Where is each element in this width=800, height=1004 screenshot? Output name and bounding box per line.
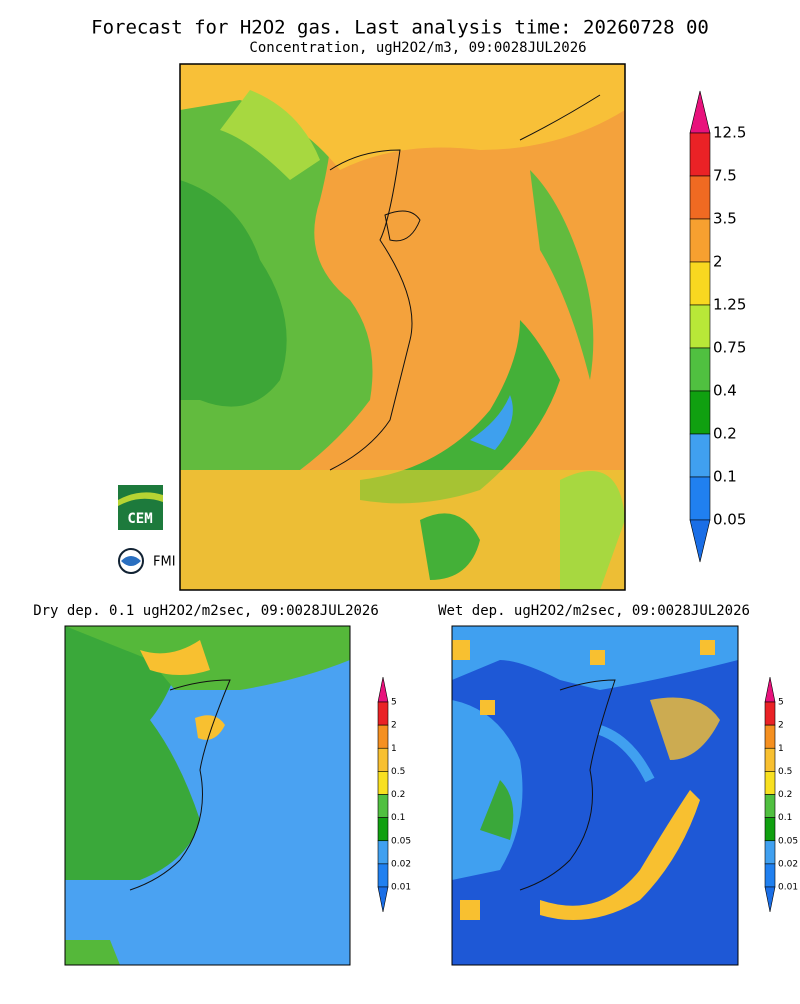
title: Forecast for H2O2 gas. Last analysis tim…	[91, 17, 709, 39]
colorbar-segment	[377, 724, 389, 749]
colorbar-segment	[689, 433, 711, 478]
colorbar-label: 0.2	[778, 790, 792, 800]
colorbar-segment	[689, 304, 711, 349]
colorbar-segment	[764, 817, 776, 842]
colorbar-label: 2	[391, 721, 397, 731]
colorbar-label: 3.5	[713, 210, 737, 228]
fmi-logo-text: FMI	[153, 555, 176, 570]
colorbar-segment	[689, 132, 711, 177]
colorbar-label: 0.2	[391, 790, 405, 800]
colorbar-label: 0.01	[391, 883, 411, 893]
colorbar-segment	[689, 476, 711, 521]
cem-logo-swoosh	[118, 492, 163, 506]
cem-logo-text: CEM	[127, 511, 152, 527]
colorbar-segment	[764, 747, 776, 772]
colorbar-label: 0.1	[778, 813, 792, 823]
colorbar-top-triangle	[764, 676, 776, 703]
colorbar-top-triangle	[689, 90, 711, 134]
colorbar-label: 1	[778, 744, 784, 754]
colorbar-segment	[377, 701, 389, 726]
colorbar-segment	[689, 347, 711, 392]
colorbar-top-triangle	[377, 676, 389, 703]
dry-dep-frame	[64, 625, 351, 966]
panel-title: Wet dep. ugH2O2/m2sec, 09:0028JUL2026	[438, 603, 750, 619]
colorbar-segment	[764, 701, 776, 726]
colorbar-segment	[377, 840, 389, 865]
colorbar-segment	[689, 175, 711, 220]
colorbar-label: 0.4	[713, 382, 737, 400]
colorbar-label: 0.02	[778, 859, 798, 869]
colorbar-label: 0.5	[778, 767, 792, 777]
wet-dep-frame	[451, 625, 739, 966]
colorbar-bottom-triangle	[764, 886, 776, 913]
colorbar-bottom-triangle	[377, 886, 389, 913]
colorbar-segment	[764, 771, 776, 795]
panel-title: Dry dep. 0.1 ugH2O2/m2sec, 09:0028JUL202…	[33, 603, 379, 619]
colorbar-segment	[764, 863, 776, 888]
dry-dep-map	[65, 626, 350, 965]
colorbar-label: 0.05	[778, 836, 798, 846]
colorbar-label: 0.1	[713, 468, 737, 486]
colorbar-label: 0.02	[391, 859, 411, 869]
colorbar-segment	[377, 817, 389, 842]
subtitle: Concentration, ugH2O2/m3, 09:0028JUL2026	[249, 40, 586, 56]
main-map-frame	[179, 63, 626, 591]
colorbar-segment	[377, 747, 389, 772]
colorbar-segment	[764, 724, 776, 749]
colorbar-label: 0.01	[778, 883, 798, 893]
colorbar-bottom-triangle	[689, 519, 711, 563]
colorbar-label: 1	[391, 744, 397, 754]
colorbar-segment	[689, 261, 711, 306]
colorbar-label: 0.2	[713, 425, 737, 443]
colorbar-label: 2	[713, 253, 723, 271]
colorbar-label: 0.05	[713, 511, 746, 529]
colorbar-segment	[377, 771, 389, 795]
wet-dep-map	[452, 626, 738, 965]
colorbar-segment	[764, 794, 776, 818]
colorbar-label: 5	[778, 698, 784, 708]
colorbar-label: 7.5	[713, 167, 737, 185]
colorbar-segment	[764, 840, 776, 865]
colorbar-label: 1.25	[713, 296, 746, 314]
colorbar-segment	[377, 794, 389, 818]
colorbar-label: 0.75	[713, 339, 746, 357]
colorbar-label: 0.05	[391, 836, 411, 846]
colorbar-segment	[689, 218, 711, 263]
colorbar-segment	[689, 390, 711, 435]
cem-logo	[118, 485, 163, 530]
colorbar-label: 12.5	[713, 124, 746, 142]
colorbar-label: 0.5	[391, 767, 405, 777]
colorbar-label: 0.1	[391, 813, 405, 823]
colorbar-label: 5	[391, 698, 397, 708]
main-map	[180, 64, 625, 590]
fmi-logo-icon	[118, 548, 144, 574]
colorbar-label: 2	[778, 721, 784, 731]
colorbar-segment	[377, 863, 389, 888]
fmi-logo-wave	[121, 556, 141, 566]
